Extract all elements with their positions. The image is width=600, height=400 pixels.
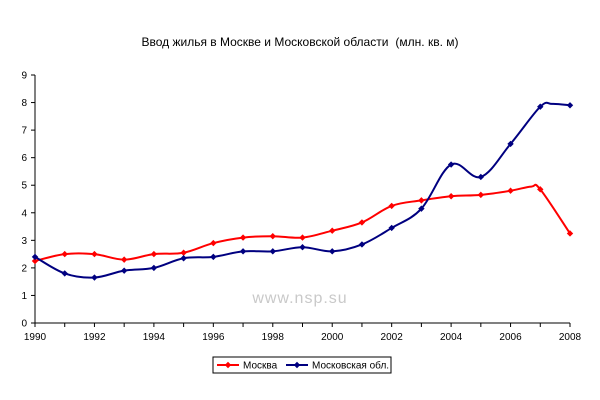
x-tick-label: 1992 (83, 332, 106, 343)
data-point-moscow-region (447, 161, 455, 168)
data-point-moscow-region (239, 248, 247, 255)
x-tick-label: 2000 (321, 332, 344, 343)
data-point-moscow-region (418, 205, 425, 212)
x-tick-label: 1998 (262, 332, 285, 343)
x-tick-label: 1996 (202, 332, 225, 343)
data-point-moscow (329, 227, 336, 234)
data-point-moscow-region (388, 224, 395, 232)
data-point-moscow-region (61, 270, 68, 277)
data-point-moscow-region (120, 267, 128, 274)
data-point-moscow (418, 197, 425, 204)
watermark: www.nsp.su (251, 290, 347, 307)
data-point-moscow-region (210, 253, 217, 261)
legend-marker-moscow (224, 361, 232, 369)
data-point-moscow (477, 191, 485, 199)
data-point-moscow (299, 234, 306, 241)
data-point-moscow-region (180, 255, 187, 262)
plot-area: 0 1 2 3 4 5 6 7 8 9 1990 1992 1994 1996 1998 2000 2002 20… (21, 71, 581, 344)
data-point-moscow-region (150, 264, 158, 272)
y-tick-label: 5 (21, 181, 27, 192)
data-point-moscow-region (91, 274, 98, 281)
y-tick-label: 8 (21, 98, 27, 109)
data-point-moscow-region (477, 173, 485, 181)
x-tick-label: 1994 (143, 332, 166, 343)
data-point-moscow (120, 256, 128, 263)
data-point-moscow (91, 250, 98, 258)
data-point-moscow (358, 219, 366, 226)
legend-label-moscow: Москва (243, 361, 278, 372)
data-point-moscow-region (507, 140, 514, 148)
data-point-moscow-region (537, 103, 544, 110)
y-tick-label: 7 (21, 126, 27, 137)
data-point-moscow (239, 234, 247, 241)
data-point-moscow-region (329, 248, 336, 255)
series-line-moscow-region (34, 101, 571, 279)
chart-title-text: Ввод жилья в Москве и Московской области… (141, 35, 458, 49)
y-tick-label: 3 (21, 236, 27, 247)
data-point-moscow (31, 257, 39, 265)
y-tick-label: 4 (21, 208, 27, 219)
data-point-moscow (447, 193, 455, 200)
data-point-moscow (210, 239, 217, 247)
data-point-moscow (507, 187, 514, 194)
data-point-moscow-region (31, 253, 39, 261)
legend-marker-moscow-region (293, 361, 301, 369)
legend: Москва Московская обл. (212, 356, 392, 374)
data-point-moscow (566, 230, 574, 237)
data-point-moscow-region (269, 248, 276, 255)
data-point-moscow (150, 250, 158, 258)
x-tick-label: 2004 (440, 332, 463, 343)
y-tick-label: 0 (21, 319, 27, 330)
x-tick-label: 1990 (24, 332, 47, 343)
data-point-moscow (61, 250, 68, 258)
y-tick-label: 9 (21, 71, 27, 82)
data-point-moscow-region (299, 244, 306, 251)
data-point-moscow (537, 186, 544, 193)
data-point-moscow-region (358, 241, 366, 248)
data-point-moscow (180, 249, 187, 256)
x-tick-label: 2002 (381, 332, 404, 343)
legend-label-moscow-region: Московская обл. (312, 360, 389, 372)
y-tick-label: 6 (21, 153, 27, 164)
data-point-moscow (388, 202, 395, 210)
data-point-moscow-region (566, 102, 574, 109)
chart-title-unit: (млн. кв. м) (395, 35, 458, 49)
chart-title-main: Ввод жилья в Москве и Московской области (141, 35, 388, 49)
chart-title: Ввод жилья в Москве и Московской области… (141, 35, 458, 49)
y-tick-label: 1 (21, 291, 27, 302)
x-tick-label: 2006 (499, 332, 522, 343)
y-tick-label: 2 (21, 263, 27, 274)
data-point-moscow (269, 233, 276, 240)
x-tick-label: 2008 (559, 332, 582, 343)
